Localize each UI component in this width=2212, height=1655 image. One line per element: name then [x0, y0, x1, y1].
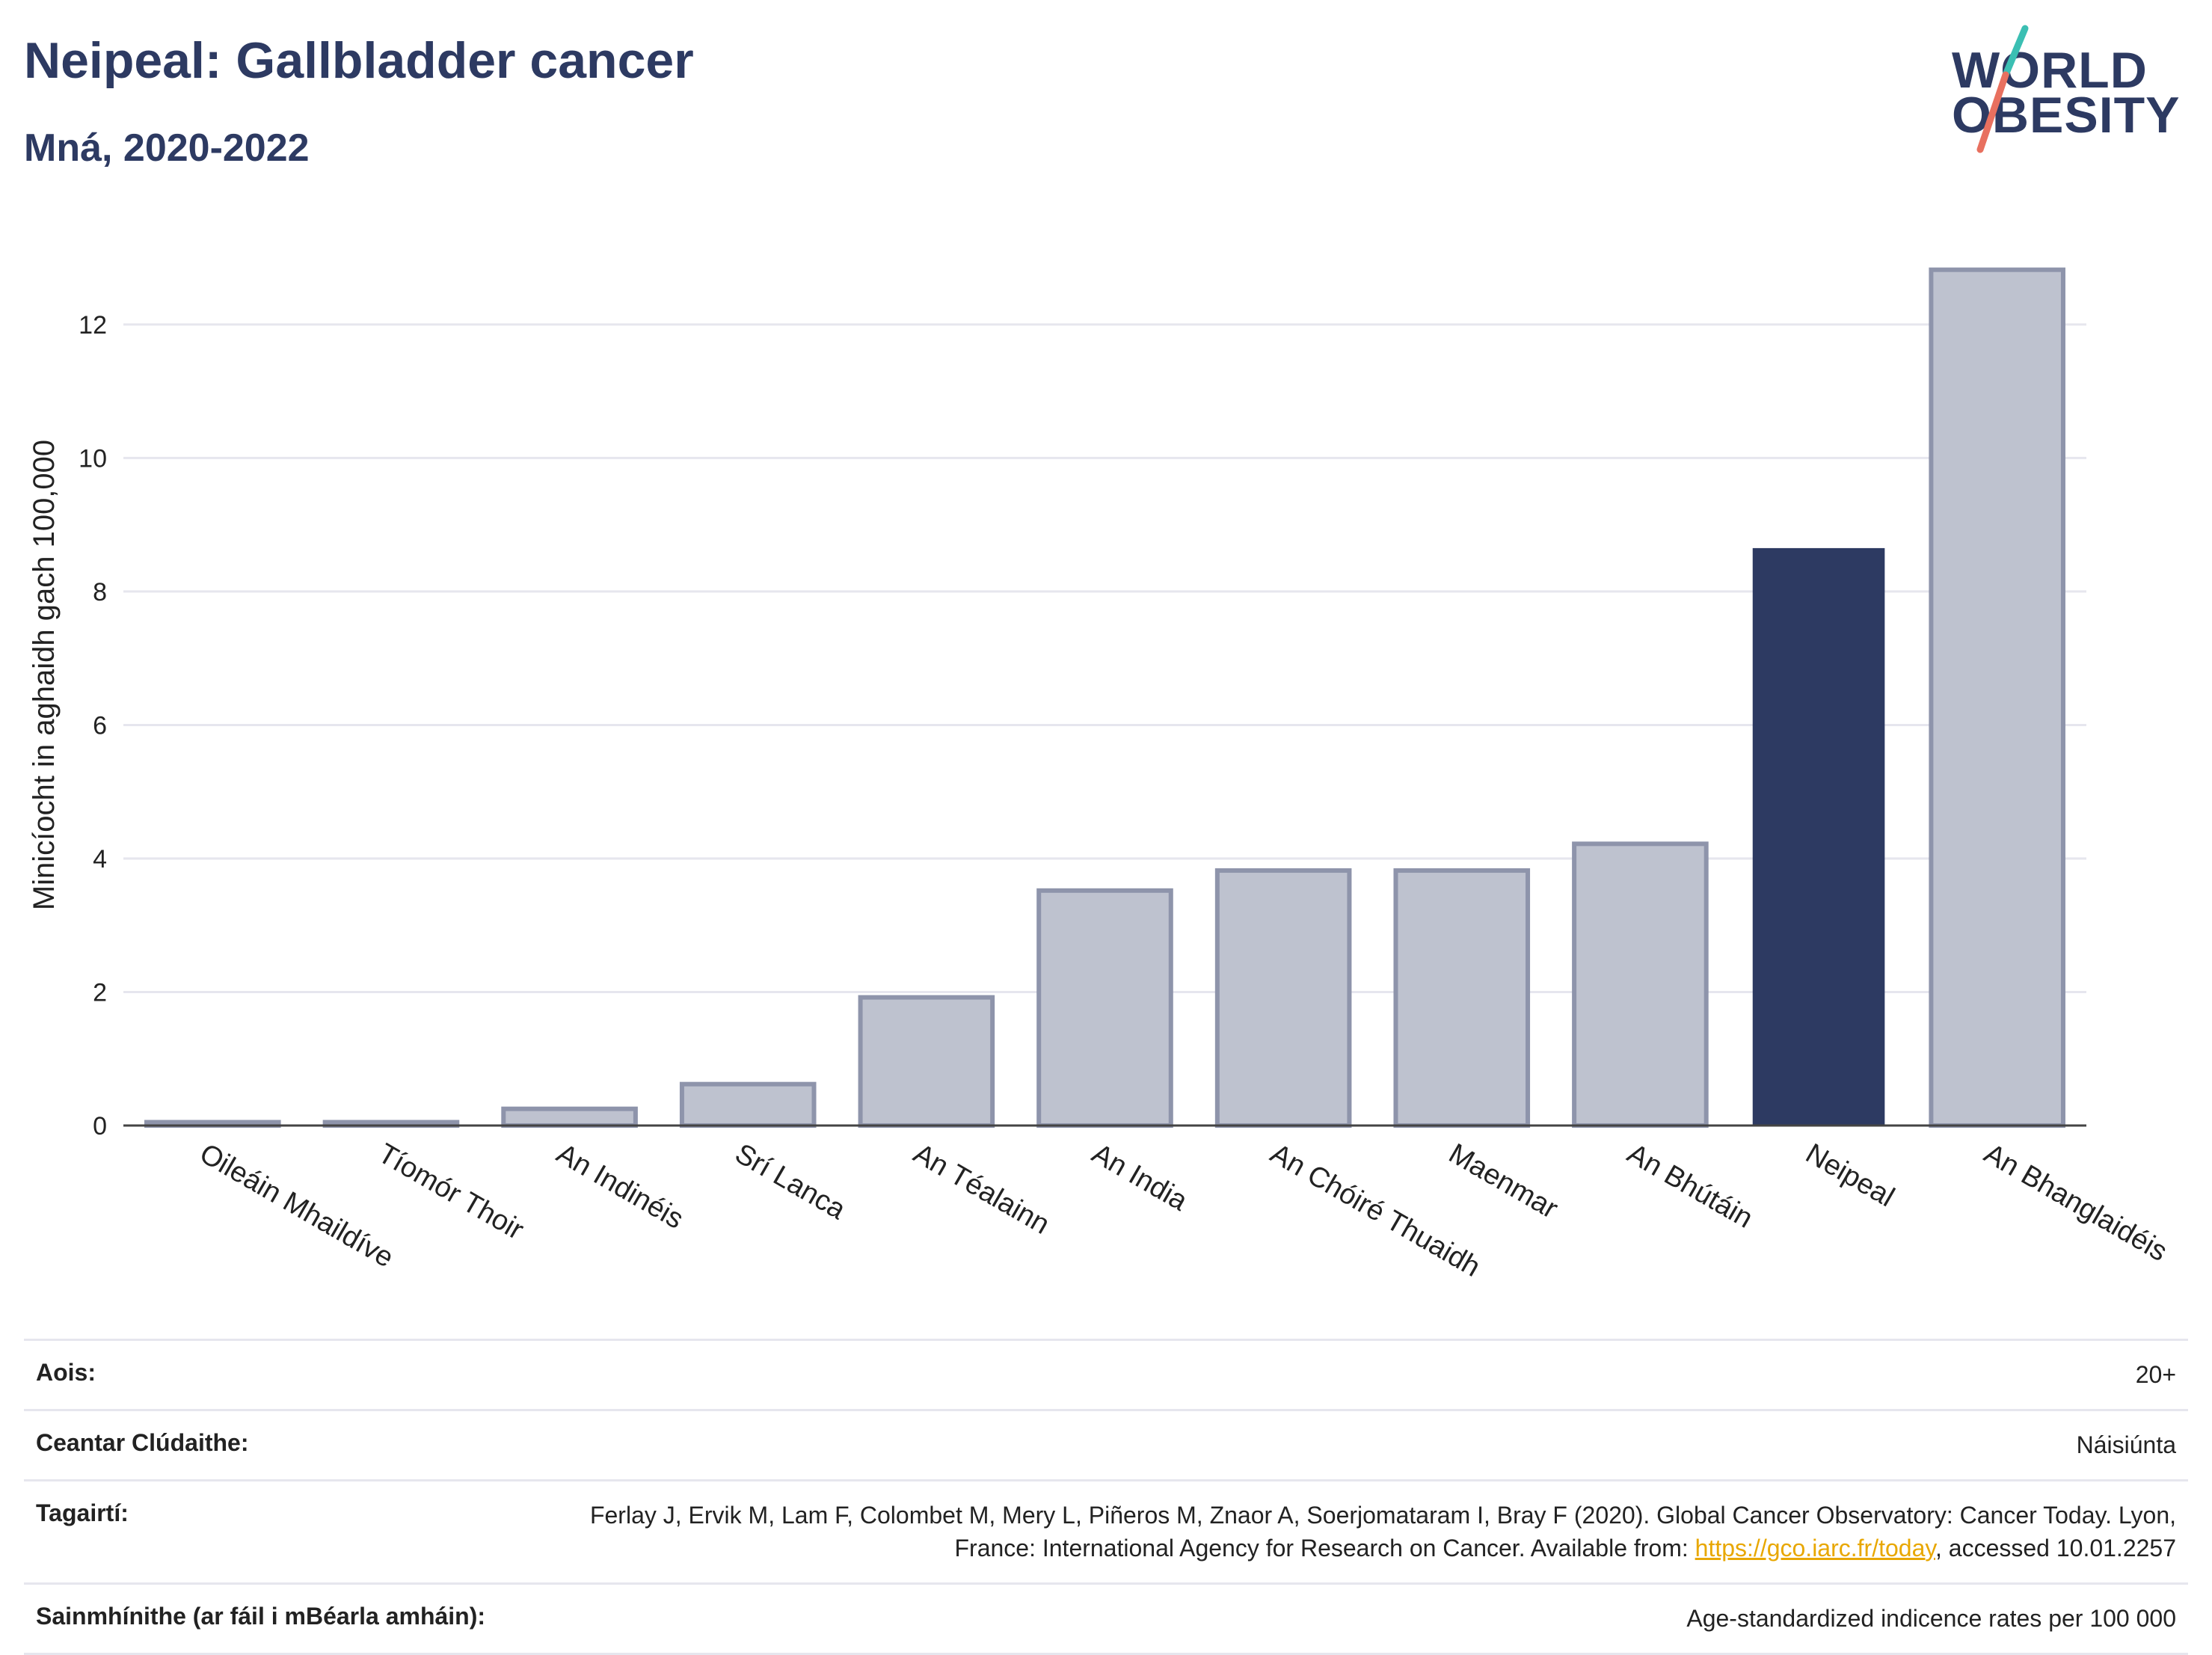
info-row-age: Aois: 20+ — [24, 1339, 2188, 1409]
x-tick-label: An Bhanglaidéis — [1979, 1137, 2172, 1268]
chart-title: Neipeal: Gallbladder cancer — [24, 32, 694, 89]
reference-link[interactable]: https://gco.iarc.fr/today — [1695, 1534, 1935, 1562]
y-tick-label: 0 — [93, 1112, 107, 1140]
info-row-definitions: Sainmhínithe (ar fáil i mBéarla amháin):… — [24, 1582, 2188, 1655]
logo-text-obesity: OBESITY — [1952, 87, 2181, 144]
bar-chart: 0 2 4 6 8 10 12 Minicíocht in aghaidh gach 100,… — [28, 267, 2172, 1283]
info-value: Ferlay J, Ervik M, Lam F, Colombet M, Me… — [531, 1499, 2176, 1564]
bar-5 — [1036, 888, 1173, 1129]
y-tick-label: 8 — [93, 578, 107, 607]
info-label: Sainmhínithe (ar fáil i mBéarla amháin): — [36, 1602, 486, 1630]
bar-7 — [1393, 868, 1531, 1128]
y-tick-label: 10 — [79, 444, 107, 473]
info-table: Aois: 20+ Ceantar Clúdaithe: Náisiúnta T… — [24, 1339, 2188, 1655]
bar-4 — [858, 995, 995, 1128]
info-value: 20+ — [2135, 1361, 2176, 1388]
x-tick-label: An India — [1087, 1137, 1193, 1218]
x-tick-label: Maenmar — [1443, 1137, 1563, 1225]
x-tick-label: Oileáin Mhaildíve — [194, 1137, 399, 1274]
y-tick-label: 6 — [93, 711, 107, 740]
x-tick-label: An Bhútáin — [1622, 1137, 1758, 1234]
info-row-coverage: Ceantar Clúdaithe: Náisiúnta — [24, 1409, 2188, 1479]
x-tick-label: An Téalainn — [908, 1137, 1054, 1240]
x-tick-label: An Indinéis — [551, 1137, 689, 1235]
chart-subtitle: Mná, 2020-2022 — [24, 126, 310, 170]
x-tick-label: Srí Lanca — [730, 1137, 852, 1226]
bar-9 — [1752, 547, 1885, 1126]
y-tick-label: 2 — [93, 978, 107, 1007]
bar-6 — [1214, 868, 1352, 1128]
bar-8 — [1572, 841, 1709, 1128]
y-tick-label: 12 — [79, 311, 107, 340]
reference-text: Ferlay J, Ervik M, Lam F, Colombet M, Me… — [589, 1502, 2176, 1562]
y-axis-label: Minicíocht in aghaidh gach 100,000 — [28, 440, 61, 910]
info-value: Náisiúnta — [2076, 1431, 2176, 1459]
y-tick-label: 4 — [93, 845, 107, 873]
info-label: Tagairtí: — [36, 1499, 129, 1527]
bar-10 — [1929, 267, 2065, 1129]
reference-accessed: , accessed 10.01.2257 — [1935, 1534, 2176, 1562]
info-label: Aois: — [36, 1359, 96, 1386]
bar-2 — [501, 1106, 638, 1128]
info-row-references: Tagairtí: Ferlay J, Ervik M, Lam F, Colo… — [24, 1479, 2188, 1582]
x-tick-label: Neipeal — [1801, 1137, 1900, 1213]
info-value: Age-standardized indicence rates per 100… — [1686, 1604, 2176, 1632]
x-tick-label: Tíomór Thoir — [372, 1137, 529, 1246]
info-label: Ceantar Clúdaithe: — [36, 1429, 249, 1457]
bar-3 — [679, 1081, 817, 1129]
